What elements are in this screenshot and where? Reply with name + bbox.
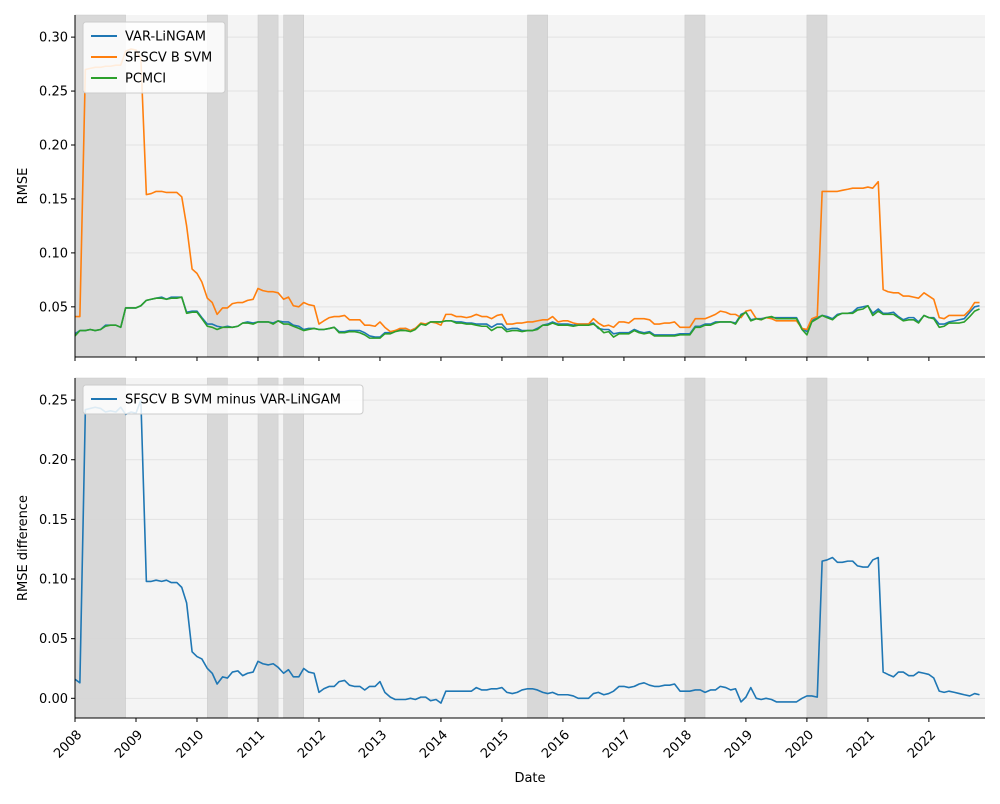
shaded-period — [257, 14, 279, 358]
series-line — [74, 296, 980, 339]
y-tick-label: 0.20 — [39, 453, 68, 468]
y-tick-label: 0.15 — [39, 513, 68, 528]
series-line — [75, 48, 980, 333]
x-tick-label: 2013 — [356, 728, 390, 762]
panel-2: 0.00 0.05 0.10 0.15 0.20 0.25 2008 2009 2010 2011… — [16, 377, 985, 786]
legend-label: SFSCV B SVM — [125, 51, 212, 66]
y-tick-label: 0.00 — [39, 692, 68, 707]
y-axis-label: RMSE difference — [16, 495, 31, 601]
x-tick-label: 2009 — [112, 728, 146, 762]
x-tick-label: 2012 — [295, 728, 329, 762]
y-tick-label: 0.10 — [39, 573, 68, 588]
shaded-period — [207, 377, 228, 719]
x-tick-label: 2020 — [783, 728, 817, 762]
x-tick-label: 2014 — [417, 728, 451, 762]
shaded-period — [684, 14, 706, 358]
series-line — [74, 399, 980, 704]
y-tick-label: 0.25 — [39, 85, 68, 100]
shaded-period — [527, 377, 548, 719]
shaded-period — [527, 14, 548, 358]
shaded-period — [806, 377, 828, 719]
legend-box — [82, 21, 226, 94]
shaded-period — [74, 377, 126, 719]
y-tick-label: 0.10 — [39, 246, 68, 261]
x-tick-label: 2016 — [539, 728, 573, 762]
legend: VAR-LiNGAM SFSCV B SVM PCMCI — [82, 21, 226, 94]
x-tick-label: 2019 — [722, 728, 756, 762]
legend-box — [82, 384, 364, 415]
x-tick-label: 2021 — [844, 728, 878, 762]
shaded-period — [283, 377, 304, 719]
legend: SFSCV B SVM minus VAR-LiNGAM — [82, 384, 364, 415]
x-tick-label: 2018 — [661, 728, 695, 762]
x-tick-label: 2022 — [905, 728, 939, 762]
panel-1: 0.05 0.10 0.15 0.20 0.25 0.30 RMSE VAR-LiNGAM SF… — [16, 14, 985, 361]
x-tick-label: 2011 — [234, 728, 268, 762]
x-tick-label: 2008 — [51, 728, 85, 762]
x-tick-label: 2017 — [600, 728, 634, 762]
y-tick-label: 0.25 — [39, 394, 68, 409]
y-tick-label: 0.05 — [39, 300, 68, 315]
shaded-period — [257, 377, 279, 719]
legend-label: SFSCV B SVM minus VAR-LiNGAM — [125, 393, 341, 408]
x-tick-label: 2010 — [173, 728, 207, 762]
legend-label: PCMCI — [125, 72, 166, 87]
shaded-period — [684, 377, 706, 719]
y-axis-label: RMSE — [16, 168, 31, 205]
y-tick-label: 0.20 — [39, 139, 68, 154]
y-tick-label: 0.30 — [39, 31, 68, 46]
y-tick-label: 0.05 — [39, 632, 68, 647]
y-tick-label: 0.15 — [39, 192, 68, 207]
x-axis-label: Date — [514, 771, 545, 786]
legend-label: VAR-LiNGAM — [125, 30, 206, 45]
x-tick-label: 2015 — [478, 728, 512, 762]
